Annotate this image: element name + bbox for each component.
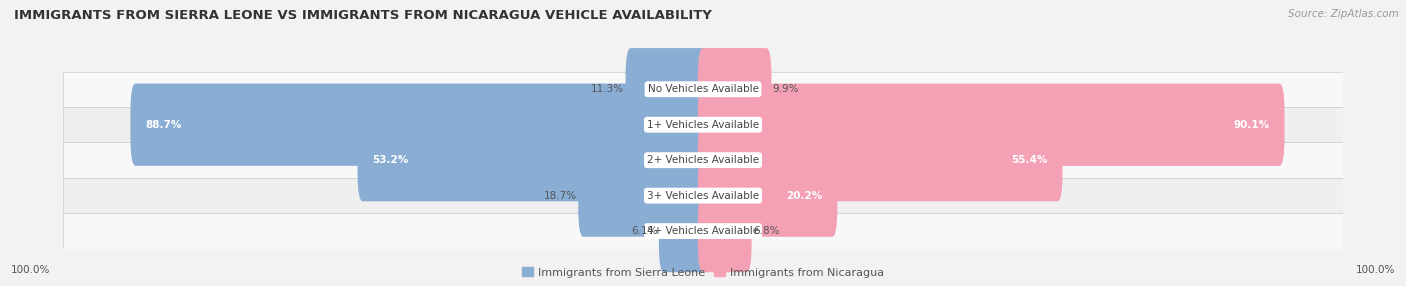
Text: 90.1%: 90.1% xyxy=(1233,120,1270,130)
FancyBboxPatch shape xyxy=(697,154,838,237)
Text: 20.2%: 20.2% xyxy=(786,191,823,200)
FancyBboxPatch shape xyxy=(63,213,1343,249)
Text: 2+ Vehicles Available: 2+ Vehicles Available xyxy=(647,155,759,165)
FancyBboxPatch shape xyxy=(63,178,1343,213)
Text: Source: ZipAtlas.com: Source: ZipAtlas.com xyxy=(1288,9,1399,19)
Text: IMMIGRANTS FROM SIERRA LEONE VS IMMIGRANTS FROM NICARAGUA VEHICLE AVAILABILITY: IMMIGRANTS FROM SIERRA LEONE VS IMMIGRAN… xyxy=(14,9,711,21)
FancyBboxPatch shape xyxy=(697,190,752,272)
Text: 6.1%: 6.1% xyxy=(631,226,658,236)
FancyBboxPatch shape xyxy=(697,84,1285,166)
FancyBboxPatch shape xyxy=(659,190,709,272)
Text: 18.7%: 18.7% xyxy=(544,191,576,200)
FancyBboxPatch shape xyxy=(578,154,709,237)
Text: 3+ Vehicles Available: 3+ Vehicles Available xyxy=(647,191,759,200)
FancyBboxPatch shape xyxy=(626,48,709,130)
FancyBboxPatch shape xyxy=(697,48,772,130)
FancyBboxPatch shape xyxy=(63,72,1343,107)
Text: 100.0%: 100.0% xyxy=(1355,265,1395,275)
Text: No Vehicles Available: No Vehicles Available xyxy=(648,84,758,94)
Text: 9.9%: 9.9% xyxy=(773,84,799,94)
Text: 88.7%: 88.7% xyxy=(145,120,181,130)
FancyBboxPatch shape xyxy=(63,107,1343,142)
Text: 100.0%: 100.0% xyxy=(11,265,51,275)
Legend: Immigrants from Sierra Leone, Immigrants from Nicaragua: Immigrants from Sierra Leone, Immigrants… xyxy=(523,267,883,278)
Text: 53.2%: 53.2% xyxy=(373,155,409,165)
Text: 11.3%: 11.3% xyxy=(591,84,624,94)
Text: 6.8%: 6.8% xyxy=(752,226,779,236)
Text: 4+ Vehicles Available: 4+ Vehicles Available xyxy=(647,226,759,236)
FancyBboxPatch shape xyxy=(63,142,1343,178)
Text: 1+ Vehicles Available: 1+ Vehicles Available xyxy=(647,120,759,130)
Text: 55.4%: 55.4% xyxy=(1011,155,1047,165)
FancyBboxPatch shape xyxy=(131,84,709,166)
FancyBboxPatch shape xyxy=(697,119,1063,201)
FancyBboxPatch shape xyxy=(357,119,709,201)
